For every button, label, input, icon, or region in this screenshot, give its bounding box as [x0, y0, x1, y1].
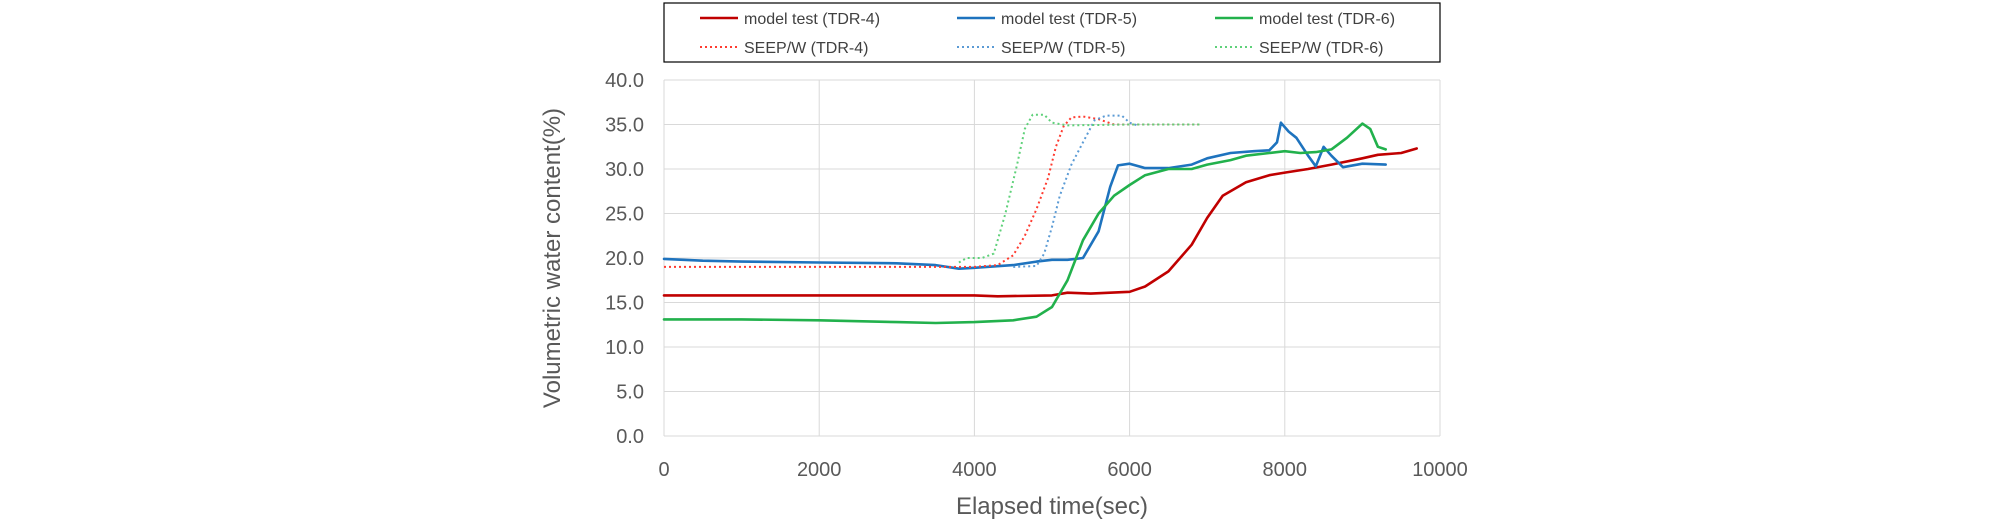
- x-tick-label: 6000: [1107, 459, 1152, 481]
- y-tick-label: 20.0: [605, 248, 644, 270]
- legend: model test (TDR-4) model test (TDR-5) mode…: [663, 2, 1441, 63]
- legend-label-5: SEEP/W (TDR-5): [1001, 40, 1125, 57]
- series-line-5: [1013, 114, 1138, 268]
- series-line-1: [662, 147, 1418, 298]
- y-tick-label: 40.0: [605, 70, 644, 92]
- x-tick-label: 10000: [1412, 459, 1468, 481]
- x-tick-label: 4000: [952, 459, 997, 481]
- x-tick-label: 8000: [1263, 459, 1308, 481]
- series-layer: [662, 113, 1418, 325]
- y-tick-label: 35.0: [605, 115, 644, 137]
- legend-box: [663, 2, 1441, 63]
- x-tick-label: 2000: [797, 459, 842, 481]
- legend-label-6: SEEP/W (TDR-6): [1259, 40, 1383, 57]
- series-line-2: [662, 121, 1387, 270]
- y-tick-label: 25.0: [605, 204, 644, 226]
- plot-area: 0.0 5.0 10.0 15.0 20.0 25.0 30.0 35.0 40.0 0 2000 4…: [605, 70, 1468, 481]
- y-tick-label: 5.0: [616, 382, 644, 404]
- y-tick-label: 15.0: [605, 293, 644, 315]
- series-line-6: [958, 113, 1200, 264]
- legend-label-4: SEEP/W (TDR-4): [744, 40, 868, 57]
- y-axis-title: Volumetric water content(%): [539, 108, 566, 408]
- tick-labels: 0.0 5.0 10.0 15.0 20.0 25.0 30.0 35.0 40.0 0 2000 4…: [605, 70, 1468, 481]
- legend-label-2: model test (TDR-5): [1001, 11, 1137, 28]
- legend-label-3: model test (TDR-6): [1259, 11, 1395, 28]
- y-tick-label: 30.0: [605, 159, 644, 181]
- x-tick-label: 0: [658, 459, 669, 481]
- series-line-3: [662, 122, 1387, 325]
- x-axis-title: Elapsed time(sec): [956, 493, 1148, 520]
- legend-label-1: model test (TDR-4): [744, 11, 880, 28]
- y-tick-label: 0.0: [616, 426, 644, 448]
- y-tick-label: 10.0: [605, 337, 644, 359]
